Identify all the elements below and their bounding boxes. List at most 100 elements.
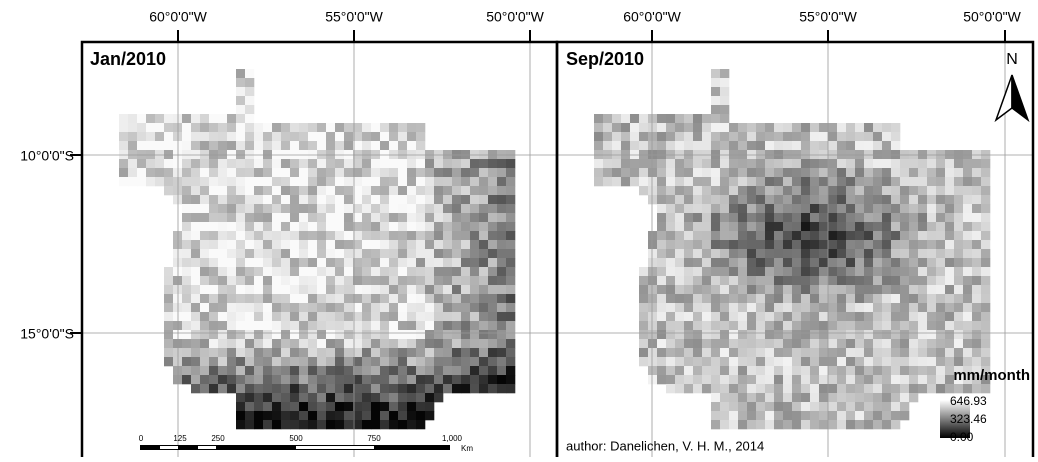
raster-cell: [200, 330, 210, 340]
raster-cell: [846, 339, 856, 349]
raster-cell: [747, 366, 757, 376]
raster-cell: [873, 303, 883, 313]
raster-cell: [774, 384, 784, 394]
raster-cell: [720, 222, 730, 232]
raster-cell: [479, 348, 489, 358]
raster-cell: [254, 339, 264, 349]
raster-cell: [344, 402, 354, 412]
raster-cell: [200, 357, 210, 367]
raster-cell: [218, 285, 228, 295]
raster-cell: [461, 168, 471, 178]
raster-cell: [918, 384, 928, 394]
raster-cell: [218, 357, 228, 367]
raster-cell: [434, 339, 444, 349]
raster-cell: [855, 321, 865, 331]
raster-cell: [119, 123, 129, 133]
raster-cell: [909, 186, 919, 196]
raster-cell: [434, 348, 444, 358]
raster-cell: [783, 339, 793, 349]
raster-cell: [425, 303, 435, 313]
raster-cell: [290, 258, 300, 268]
raster-cell: [506, 303, 516, 313]
raster-cell: [738, 285, 748, 295]
raster-cell: [756, 357, 766, 367]
raster-cell: [621, 123, 631, 133]
raster-cell: [416, 258, 426, 268]
raster-cell: [918, 258, 928, 268]
raster-cell: [263, 231, 273, 241]
raster-cell: [846, 330, 856, 340]
raster-cell: [675, 213, 685, 223]
raster-cell: [954, 204, 964, 214]
raster-cell: [335, 366, 345, 376]
raster-cell: [236, 195, 246, 205]
raster-cell: [846, 258, 856, 268]
raster-cell: [837, 393, 847, 403]
raster-cell: [756, 168, 766, 178]
scale-label: 125: [173, 434, 187, 443]
raster-cell: [137, 168, 147, 178]
raster-cell: [918, 276, 928, 286]
raster-cell: [675, 231, 685, 241]
raster-cell: [461, 249, 471, 259]
raster-cell: [873, 348, 883, 358]
raster-cell: [425, 204, 435, 214]
raster-cell: [263, 402, 273, 412]
raster-cell: [873, 132, 883, 142]
raster-cell: [810, 348, 820, 358]
raster-cell: [756, 204, 766, 214]
raster-cell: [909, 366, 919, 376]
raster-cell: [200, 132, 210, 142]
raster-cell: [657, 132, 667, 142]
raster-cell: [434, 186, 444, 196]
raster-cell: [281, 384, 291, 394]
raster-cell: [326, 285, 336, 295]
raster-cell: [443, 321, 453, 331]
raster-cell: [738, 411, 748, 421]
raster-cell: [362, 195, 372, 205]
raster-cell: [209, 168, 219, 178]
scale-bar: 0 125 250 500 750 1,000 Km: [139, 434, 474, 453]
raster-cell: [747, 222, 757, 232]
lon-label: 50°0'0"W: [963, 9, 1021, 25]
raster-cell: [954, 213, 964, 223]
raster-cell: [245, 276, 255, 286]
raster-cell: [900, 222, 910, 232]
raster-cell: [972, 168, 982, 178]
raster-cell: [209, 267, 219, 277]
raster-cell: [263, 240, 273, 250]
raster-cell: [738, 195, 748, 205]
raster-cell: [326, 240, 336, 250]
raster-cell: [191, 375, 201, 385]
raster-cell: [317, 159, 327, 169]
raster-cell: [146, 141, 156, 151]
raster-cell: [756, 159, 766, 169]
raster-cell: [954, 177, 964, 187]
raster-cell: [711, 384, 721, 394]
raster-cell: [425, 276, 435, 286]
raster-cell: [711, 276, 721, 286]
raster-cell: [308, 393, 318, 403]
raster-cell: [434, 231, 444, 241]
raster-cell: [936, 177, 946, 187]
raster-cell: [801, 384, 811, 394]
raster-cell: [711, 222, 721, 232]
raster-cell: [630, 132, 640, 142]
raster-cell: [227, 222, 237, 232]
raster-cell: [684, 195, 694, 205]
raster-cell: [218, 384, 228, 394]
raster-cell: [621, 159, 631, 169]
raster-cell: [864, 402, 874, 412]
raster-cell: [873, 393, 883, 403]
raster-cell: [639, 123, 649, 133]
raster-cell: [720, 87, 730, 97]
raster-cell: [236, 330, 246, 340]
raster-cell: [873, 420, 883, 430]
raster-cell: [828, 258, 838, 268]
raster-cell: [200, 123, 210, 133]
raster-cell: [245, 339, 255, 349]
raster-cell: [702, 123, 712, 133]
raster-cell: [236, 222, 246, 232]
raster-cell: [281, 213, 291, 223]
raster-cell: [425, 411, 435, 421]
